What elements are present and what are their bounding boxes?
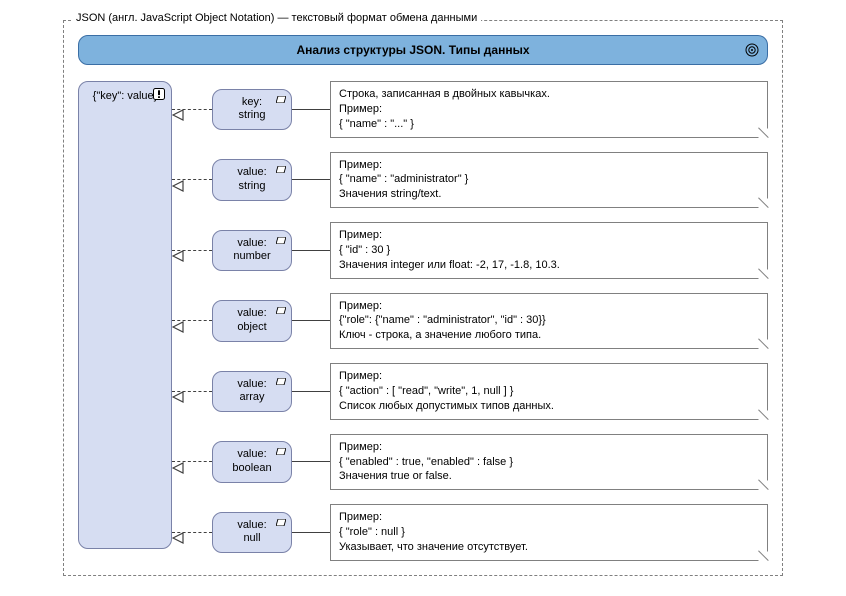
description-box: Пример:{ "enabled" : true, "enabled" : f… [330,434,768,491]
dashed-line [172,320,212,321]
desc-line1: Пример: [339,158,759,173]
type-line2: array [217,391,287,405]
connector-left [172,179,212,180]
outer-frame: JSON (англ. JavaScript Object Notation) … [63,20,783,576]
parallelogram-icon [276,164,286,171]
desc-line3: Ключ - строка, а значение любого типа. [339,328,759,343]
description-box: Пример:{"role": {"name" : "administrator… [330,293,768,350]
parallelogram-icon [276,94,286,101]
type-row: value:boolean Пример:{ "enabled" : true, … [172,434,768,491]
desc-line1: Пример: [339,369,759,384]
diagram-content: {"key": value} key:string Строка, записан… [78,81,768,561]
connector-left [172,109,212,110]
frame-label: JSON (англ. JavaScript Object Notation) … [72,12,481,24]
root-label: {"key": value} [93,90,158,102]
root-column: {"key": value} [78,81,172,549]
connector-mid [292,320,330,321]
description-box: Пример:{ "role" : null }Указывает, что з… [330,504,768,561]
desc-line2: Пример: [339,102,759,117]
solid-line [292,250,330,251]
desc-line3: Указывает, что значение отсутствует. [339,540,759,555]
solid-line [292,461,330,462]
desc-line3: Значения string/text. [339,187,759,202]
parallelogram-icon [276,376,286,383]
desc-line2: {"role": {"name" : "administrator", "id"… [339,313,759,328]
desc-line1: Пример: [339,299,759,314]
type-node: value:boolean [212,441,292,483]
connector-left [172,532,212,533]
parallelogram-icon [276,235,286,242]
solid-line [292,320,330,321]
desc-line2: { "id" : 30 } [339,243,759,258]
desc-line1: Пример: [339,440,759,455]
connector-mid [292,109,330,110]
dashed-line [172,391,212,392]
exclamation-icon [153,88,165,100]
solid-line [292,179,330,180]
desc-line1: Пример: [339,510,759,525]
dashed-line [172,250,212,251]
dashed-line [172,461,212,462]
connector-mid [292,461,330,462]
desc-line2: { "role" : null } [339,525,759,540]
connector-mid [292,179,330,180]
type-row: value:object Пример:{"role": {"name" : "a… [172,293,768,350]
title-text: Анализ структуры JSON. Типы данных [296,43,529,57]
desc-line2: { "action" : [ "read", "write", 1, null … [339,384,759,399]
desc-line2: { "name" : "administrator" } [339,172,759,187]
dashed-line [172,109,212,110]
type-row: value:number Пример:{ "id" : 30 }Значения… [172,222,768,279]
title-bar: Анализ структуры JSON. Типы данных [78,35,768,65]
desc-line3: Значения true or false. [339,469,759,484]
type-line2: object [217,321,287,335]
connector-left [172,250,212,251]
dashed-line [172,179,212,180]
connector-left [172,320,212,321]
type-node: value:null [212,512,292,554]
target-icon [745,43,759,57]
type-row: value:array Пример:{ "action" : [ "read",… [172,363,768,420]
root-node: {"key": value} [78,81,172,549]
parallelogram-icon [276,446,286,453]
desc-line1: Строка, записанная в двойных кавычках. [339,87,759,102]
type-row: value:null Пример:{ "role" : null }Указыв… [172,504,768,561]
desc-line2: { "enabled" : true, "enabled" : false } [339,455,759,470]
dashed-line [172,532,212,533]
solid-line [292,109,330,110]
solid-line [292,391,330,392]
type-node: value:string [212,159,292,201]
type-node: value:number [212,230,292,272]
rows-column: key:string Строка, записанная в двойных к… [172,81,768,561]
type-line2: null [217,532,287,546]
description-box: Строка, записанная в двойных кавычках.Пр… [330,81,768,138]
connector-left [172,461,212,462]
parallelogram-icon [276,305,286,312]
type-row: key:string Строка, записанная в двойных к… [172,81,768,138]
connector-mid [292,532,330,533]
description-box: Пример:{ "name" : "administrator" }Значе… [330,152,768,209]
description-box: Пример:{ "id" : 30 }Значения integer или… [330,222,768,279]
desc-line3: Значения integer или float: -2, 17, -1.8… [339,258,759,273]
desc-line3: Список любых допустимых типов данных. [339,399,759,414]
type-line2: string [217,109,287,123]
type-node: key:string [212,89,292,131]
type-line2: number [217,250,287,264]
description-box: Пример:{ "action" : [ "read", "write", 1… [330,363,768,420]
desc-line3: { "name" : "..." } [339,117,759,132]
type-node: value:array [212,371,292,413]
connector-mid [292,391,330,392]
type-line2: boolean [217,462,287,476]
type-node: value:object [212,300,292,342]
connector-mid [292,250,330,251]
connector-left [172,391,212,392]
parallelogram-icon [276,517,286,524]
type-row: value:string Пример:{ "name" : "administr… [172,152,768,209]
type-line2: string [217,180,287,194]
desc-line1: Пример: [339,228,759,243]
solid-line [292,532,330,533]
